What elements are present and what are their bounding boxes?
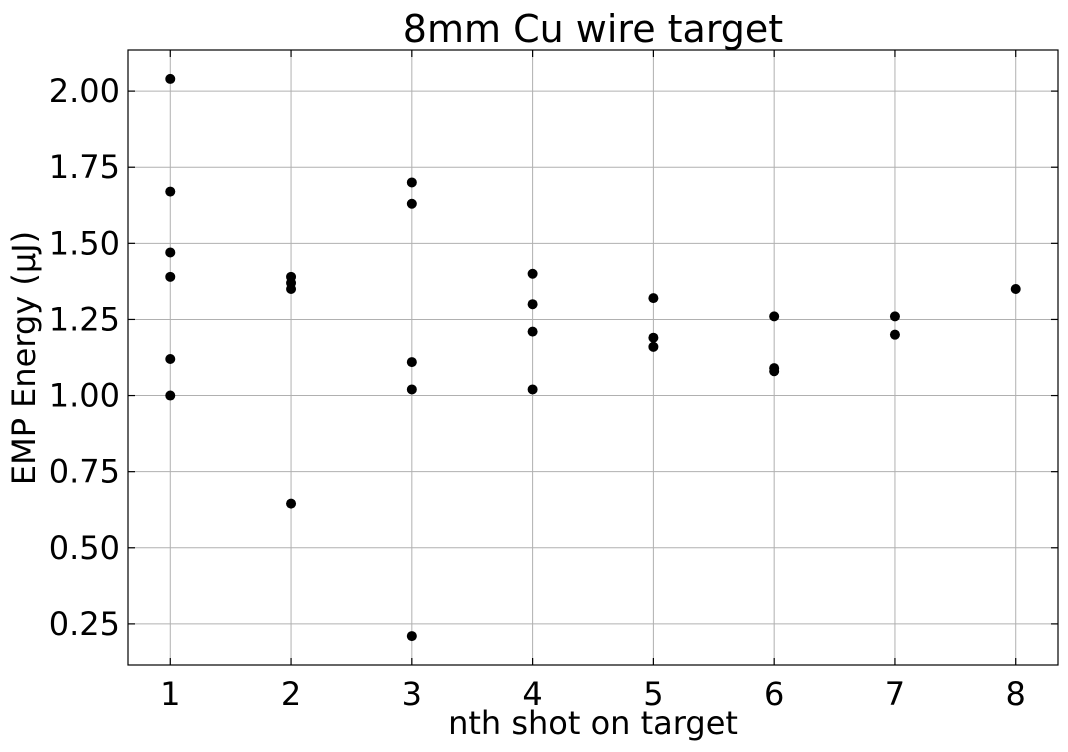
x-tick-label: 5 bbox=[643, 675, 663, 713]
y-tick-label: 1.50 bbox=[49, 224, 120, 262]
x-tick-label: 4 bbox=[522, 675, 542, 713]
data-point bbox=[165, 73, 176, 84]
data-point bbox=[165, 354, 176, 365]
data-point bbox=[527, 299, 538, 310]
data-point bbox=[648, 293, 659, 304]
data-point bbox=[648, 332, 659, 343]
x-tick-label: 8 bbox=[1006, 675, 1026, 713]
data-point bbox=[406, 384, 417, 395]
x-axis-label: nth shot on target bbox=[448, 704, 738, 742]
y-tick-label: 0.50 bbox=[49, 529, 120, 567]
x-tick-label: 2 bbox=[281, 675, 301, 713]
tick-labels: 1 2 3 4 5 6 7 8 0.25 0.50 0.75 1.00 1.25 1.50 1.75 2.00 bbox=[49, 72, 1026, 713]
data-point bbox=[527, 268, 538, 279]
data-point bbox=[165, 186, 176, 197]
data-point bbox=[1010, 283, 1021, 294]
grid bbox=[128, 50, 1058, 665]
data-point bbox=[889, 329, 900, 340]
data-point bbox=[769, 366, 780, 377]
x-tick-label: 6 bbox=[764, 675, 784, 713]
data-point bbox=[406, 198, 417, 209]
data-point bbox=[406, 357, 417, 368]
plot-frame bbox=[127, 49, 1059, 666]
data-point bbox=[165, 271, 176, 282]
y-tick-label: 0.25 bbox=[49, 605, 120, 643]
data-point bbox=[527, 326, 538, 337]
x-tick-label: 3 bbox=[402, 675, 422, 713]
x-tick-label: 7 bbox=[885, 675, 905, 713]
y-tick-label: 1.00 bbox=[49, 377, 120, 415]
y-tick-label: 1.75 bbox=[49, 148, 120, 186]
y-tick-label: 0.75 bbox=[49, 453, 120, 491]
data-point bbox=[165, 390, 176, 401]
data-point bbox=[406, 177, 417, 188]
data-point bbox=[286, 498, 297, 509]
x-tick-label: 1 bbox=[160, 675, 180, 713]
data-point bbox=[286, 283, 297, 294]
data-point bbox=[769, 311, 780, 322]
data-point bbox=[527, 384, 538, 395]
data-point bbox=[889, 311, 900, 322]
y-tick-label: 1.25 bbox=[49, 300, 120, 338]
data-point bbox=[165, 247, 176, 258]
data-point bbox=[648, 341, 659, 352]
data-points bbox=[165, 73, 1021, 642]
axis-ticks bbox=[128, 50, 1058, 665]
y-axis-label: EMP Energy (μJ) bbox=[5, 231, 43, 485]
chart-title: 8mm Cu wire target bbox=[403, 7, 783, 51]
data-point bbox=[406, 631, 417, 642]
y-tick-label: 2.00 bbox=[49, 72, 120, 110]
